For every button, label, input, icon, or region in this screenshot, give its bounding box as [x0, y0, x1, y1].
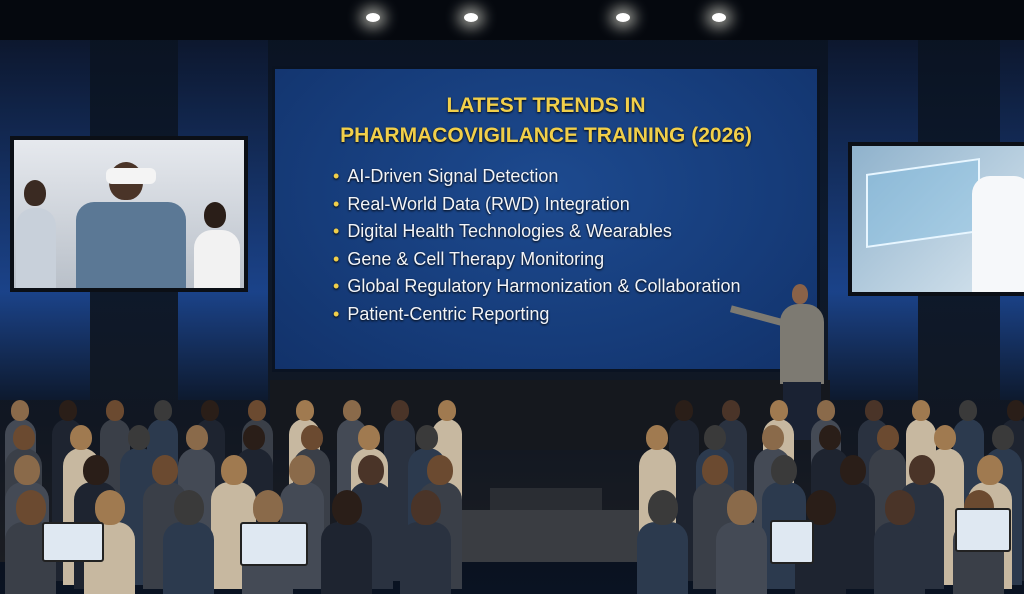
bullet-item: • Patient-Centric Reporting: [333, 303, 550, 324]
audience-member-head: [127, 425, 150, 451]
audience-member-head: [817, 400, 836, 421]
audience-member-head: [331, 490, 362, 525]
audience-member-head: [991, 425, 1014, 451]
bullet-item: • Real-World Data (RWD) Integration: [333, 193, 630, 214]
main-presentation-screen: LATEST TRENDS IN PHARMACOVIGILANCE TRAIN…: [272, 66, 820, 372]
bullet-item: • Digital Health Technologies & Wearables: [333, 221, 672, 241]
spotlight: [366, 13, 380, 22]
tablet-device: [240, 522, 308, 566]
audience-member-head: [12, 425, 35, 451]
audience-member-head: [153, 400, 172, 421]
audience-member-head: [289, 455, 316, 485]
audience-member-head: [415, 425, 438, 451]
audience-member-head: [173, 490, 204, 525]
audience-member-head: [934, 425, 957, 451]
stage-step: [490, 488, 602, 514]
audience-member-head: [410, 490, 441, 525]
audience-member-head: [252, 490, 283, 525]
audience-member-head: [703, 425, 726, 451]
audience-member-head: [1006, 400, 1024, 421]
audience-member-head: [959, 400, 978, 421]
audience-member-head: [839, 455, 866, 485]
audience-member-head: [726, 490, 757, 525]
audience-member-body: [163, 521, 214, 594]
audience-member-head: [300, 425, 323, 451]
vr-headset: [106, 168, 156, 184]
tablet-device: [955, 508, 1011, 552]
audience-member-head: [14, 455, 41, 485]
audience-member-head: [358, 425, 381, 451]
bullet-item: • Gene & Cell Therapy Monitoring: [333, 248, 605, 269]
audience-member-body: [716, 521, 767, 594]
audience-member-head: [15, 490, 46, 525]
audience-member-head: [11, 400, 30, 421]
right-side-screen: [848, 142, 1024, 296]
audience-member-body: [637, 521, 688, 594]
audience-member-body: [400, 521, 451, 594]
bullet-item: • Global Regulatory Harmonization & Colla…: [333, 276, 741, 296]
slide-title: LATEST TRENDS IN PHARMACOVIGILANCE TRAIN…: [340, 94, 752, 147]
bullet-item: • AI-Driven Signal Detection: [333, 166, 559, 186]
audience-member-head: [911, 400, 930, 421]
audience-member-head: [426, 455, 453, 485]
audience-member-head: [646, 425, 669, 451]
audience-member-head: [761, 425, 784, 451]
audience-member-head: [864, 400, 883, 421]
spotlight: [616, 13, 630, 22]
audience-member-head: [908, 455, 935, 485]
audience-member-head: [876, 425, 899, 451]
audience-member-head: [437, 400, 456, 421]
audience-member-head: [151, 455, 178, 485]
tablet-device: [770, 520, 814, 564]
audience-member-head: [819, 425, 842, 451]
audience-member-head: [702, 455, 729, 485]
slide-bullet-list: • AI-Driven Signal Detection • Real-World …: [333, 163, 741, 328]
audience-member-head: [977, 455, 1004, 485]
audience-member-head: [70, 425, 93, 451]
tablet-device: [42, 522, 104, 562]
audience-member-head: [58, 400, 77, 421]
audience-member-head: [884, 490, 915, 525]
audience-member-head: [248, 400, 267, 421]
audience-member-body: [321, 521, 372, 594]
audience-member-head: [185, 425, 208, 451]
audience-member-head: [769, 400, 788, 421]
spotlight: [712, 13, 726, 22]
audience-member-head: [805, 490, 836, 525]
audience-member-body: [874, 521, 925, 594]
audience-member-head: [220, 455, 247, 485]
audience-member-head: [106, 400, 125, 421]
audience-member-head: [343, 400, 362, 421]
audience-member-head: [390, 400, 409, 421]
holographic-chart: [866, 157, 980, 249]
spotlight: [464, 13, 478, 22]
audience-member-head: [200, 400, 219, 421]
aisle-floor: [440, 510, 640, 562]
audience-member-head: [243, 425, 266, 451]
audience-member-head: [82, 455, 109, 485]
audience-member-head: [647, 490, 678, 525]
audience-member-head: [358, 455, 385, 485]
audience-member-head: [94, 490, 125, 525]
left-side-screen: [10, 136, 248, 292]
ceiling: [0, 0, 1024, 40]
audience-member-head: [674, 400, 693, 421]
audience-member-head: [770, 455, 797, 485]
audience-member-head: [722, 400, 741, 421]
audience-member-head: [295, 400, 314, 421]
